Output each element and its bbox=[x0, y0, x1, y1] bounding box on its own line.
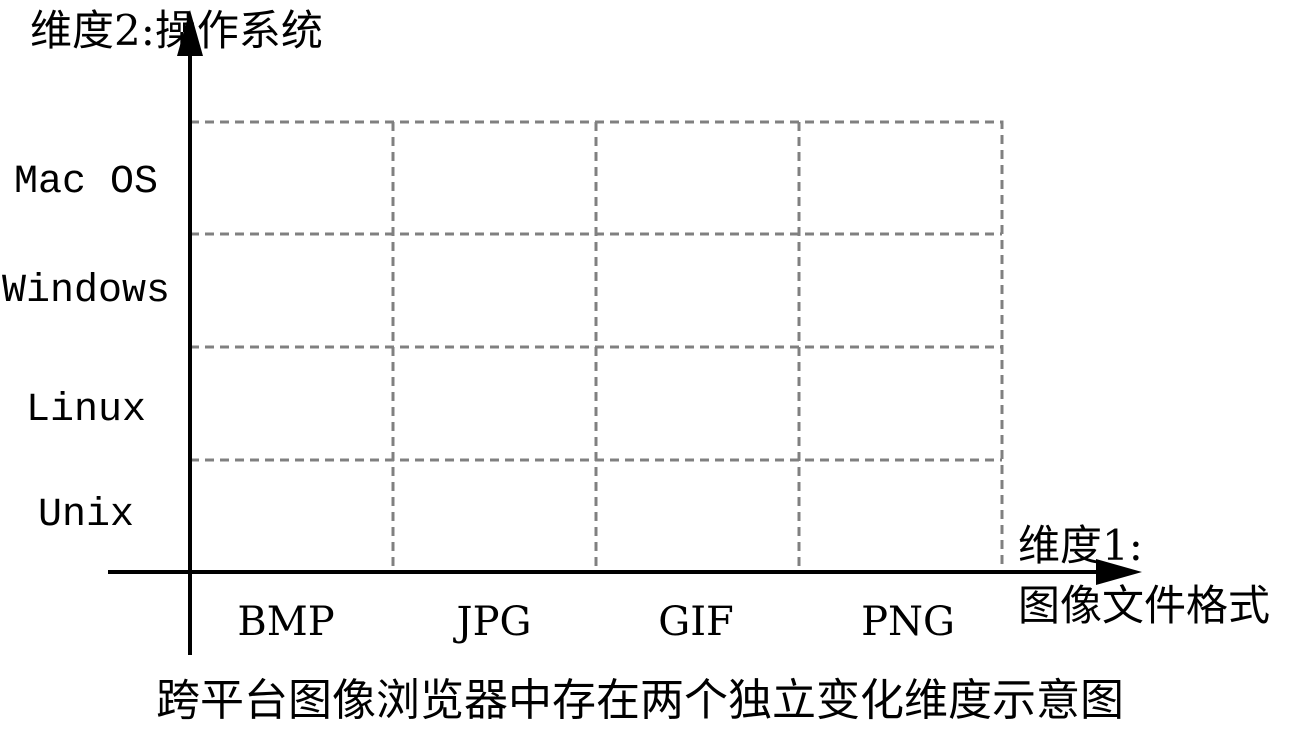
column-label-gif: GIF bbox=[658, 599, 734, 645]
column-label-png: PNG bbox=[861, 599, 955, 645]
row-label-linux: Linux bbox=[26, 388, 146, 433]
grid bbox=[188, 120, 1004, 574]
x-axis-title-line2: 图像文件格式 bbox=[1018, 581, 1270, 630]
x-axis-arrow bbox=[1096, 559, 1142, 585]
row-label-windows: Windows bbox=[2, 269, 170, 314]
column-label-bmp: BMP bbox=[237, 599, 334, 645]
row-label-mac-os: Mac OS bbox=[14, 160, 158, 205]
y-axis-title: 维度2:操作系统 bbox=[30, 6, 323, 55]
x-axis-title-line1: 维度1: bbox=[1018, 521, 1143, 570]
row-label-unix: Unix bbox=[38, 493, 134, 538]
diagram-caption: 跨平台图像浏览器中存在两个独立变化维度示意图 bbox=[156, 675, 1124, 726]
y-axis-arrow bbox=[177, 10, 203, 56]
column-label-jpg: JPG bbox=[453, 599, 532, 645]
